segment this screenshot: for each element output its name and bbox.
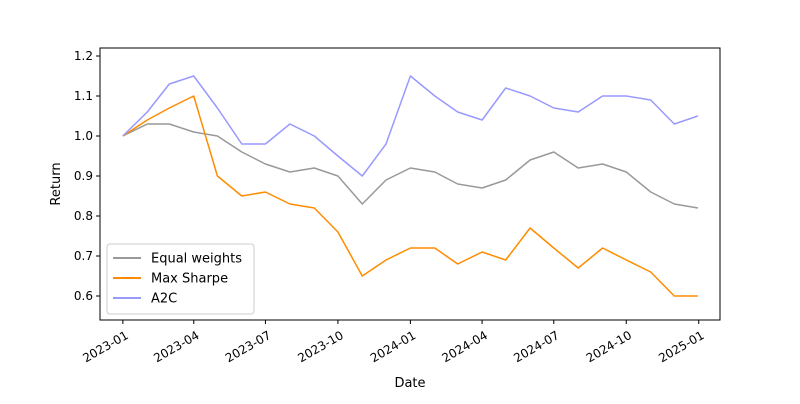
legend-label-3: A2C: [151, 292, 177, 307]
y-axis-label: Return: [49, 162, 64, 205]
legend: Equal weights Max Sharpe A2C: [106, 243, 255, 315]
x-axis: 2023-01 2023-04 2023-07 2023-10 2024-01 2024-…: [80, 320, 707, 365]
x-tick-label: 2023-01: [80, 328, 130, 365]
x-tick-label: 2024-10: [584, 328, 634, 365]
y-tick-label: 0.8: [74, 209, 93, 223]
x-tick-label: 2023-10: [295, 328, 345, 365]
x-axis-label: Date: [394, 376, 425, 391]
x-tick-label: 2024-04: [440, 328, 490, 365]
y-tick-label: 0.7: [74, 249, 93, 263]
x-tick-label: 2023-07: [223, 328, 273, 365]
x-tick-label: 2025-01: [656, 328, 706, 365]
series-line-1: [122, 123, 699, 209]
x-tick-label: 2024-07: [511, 328, 561, 365]
x-tick-label: 2023-04: [151, 328, 201, 365]
legend-label-1: Equal weights: [151, 252, 242, 267]
y-tick-label: 0.6: [74, 289, 93, 303]
y-tick-label: 1.2: [74, 49, 93, 63]
series-line-3: [122, 75, 699, 177]
series-layer: [122, 75, 699, 297]
y-axis: 0.6 0.7 0.8 0.9 1.0 1.1 1.2: [74, 49, 100, 303]
legend-label-2: Max Sharpe: [151, 272, 228, 287]
y-tick-label: 1.1: [74, 89, 93, 103]
legend-box: [106, 243, 255, 315]
y-tick-label: 1.0: [74, 129, 93, 143]
x-tick-label: 2024-01: [368, 328, 418, 365]
series-line-2: [122, 95, 698, 297]
y-tick-label: 0.9: [74, 169, 93, 183]
